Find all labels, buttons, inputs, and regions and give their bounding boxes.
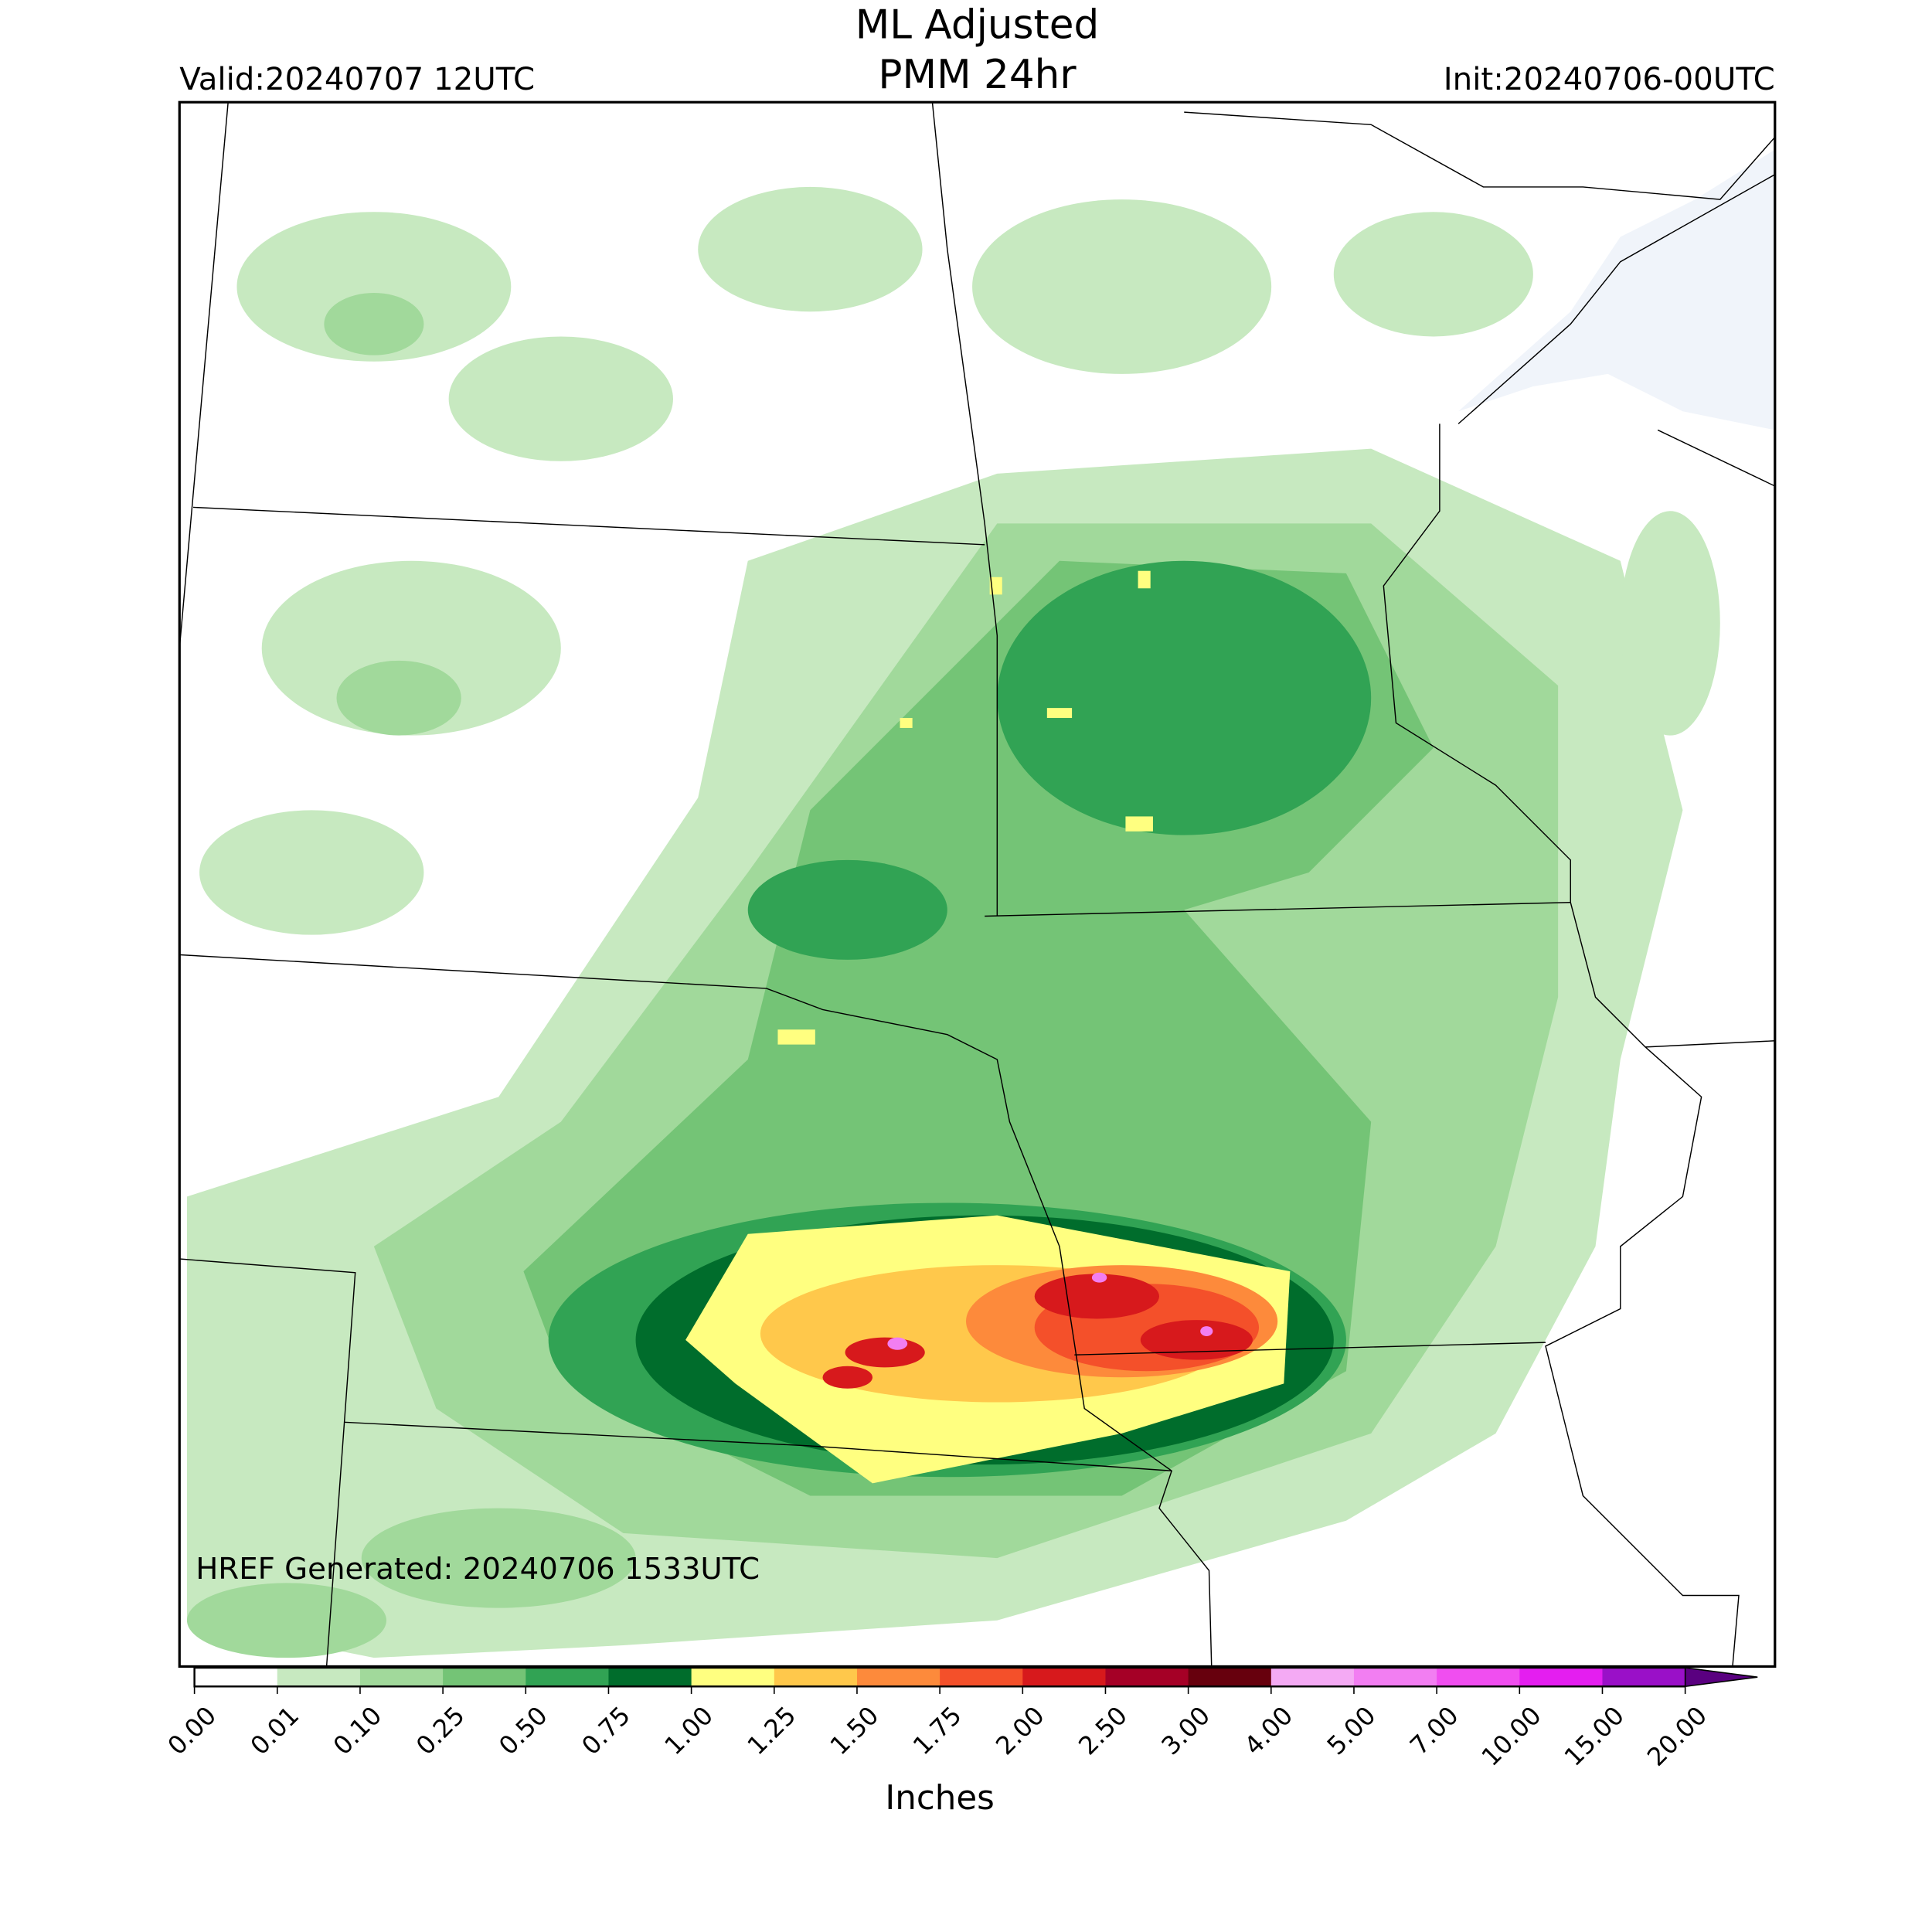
precip-spots	[887, 1272, 1213, 1350]
colorbar-tick-label: 1.50	[825, 1701, 885, 1761]
colorbar-segment	[526, 1668, 610, 1687]
colorbar-segment	[1270, 1668, 1355, 1687]
colorbar-tick-label: 0.75	[576, 1701, 636, 1761]
colorbar-segment	[1602, 1668, 1686, 1687]
colorbar-tick-label: 1.75	[907, 1701, 968, 1761]
colorbar-segment	[691, 1668, 775, 1687]
colorbar-tick-label: 7.00	[1404, 1701, 1464, 1761]
colorbar-segment	[1022, 1668, 1107, 1687]
colorbar-label: Inches	[885, 1779, 994, 1818]
colorbar-tick-label: 20.00	[1641, 1701, 1713, 1772]
colorbar-segment	[1437, 1668, 1521, 1687]
colorbar-tick-label: 10.00	[1476, 1701, 1547, 1772]
colorbar-segment	[856, 1668, 940, 1687]
precip-spots	[777, 570, 1153, 1045]
colorbar-tick-label: 5.00	[1321, 1701, 1382, 1761]
colorbar-segment	[608, 1668, 692, 1687]
colorbar-extend	[1684, 1667, 1758, 1688]
colorbar-segment	[443, 1668, 527, 1687]
colorbar-segment	[277, 1668, 361, 1687]
colorbar-segment	[1188, 1668, 1272, 1687]
colorbar-segment	[940, 1668, 1024, 1687]
colorbar: 0.00 0.01 0.10 0.25 0.50 0.75 1.00 1.25 1.50 1.75…	[162, 1666, 1758, 1772]
title: ML Adjusted	[855, 2, 1100, 48]
colorbar-tick-label: 0.00	[162, 1701, 222, 1761]
colorbar-tick-label: 4.00	[1239, 1701, 1299, 1761]
map	[179, 102, 1775, 1667]
colorbar-segment	[774, 1668, 858, 1687]
generated-note: HREF Generated: 20240706 1533UTC	[196, 1552, 760, 1587]
colorbar-tick-label: 1.25	[742, 1701, 802, 1761]
map-frame	[178, 100, 1777, 1668]
valid-time: Valid:20240707 12UTC	[179, 61, 535, 97]
colorbar-tick-label: 3.00	[1156, 1701, 1216, 1761]
colorbar-segment	[1353, 1668, 1437, 1687]
colorbar-tick-label: 2.50	[1073, 1701, 1133, 1761]
colorbar-segment	[194, 1668, 278, 1687]
state-borders	[179, 102, 1775, 1667]
precip-patches	[186, 293, 636, 1658]
colorbar-segment	[359, 1668, 444, 1687]
colorbar-tick-label: 0.01	[245, 1701, 305, 1761]
colorbar-tick-label: 0.25	[410, 1701, 471, 1761]
colorbar-tick-label: 0.10	[328, 1701, 388, 1761]
colorbar-tick-label: 15.00	[1559, 1701, 1630, 1772]
colorbar-segment	[1519, 1668, 1604, 1687]
colorbar-tick-label: 0.50	[493, 1701, 553, 1761]
colorbar-segment	[1105, 1668, 1189, 1687]
subtitle: PMM 24hr	[878, 52, 1077, 98]
precip-patches	[199, 186, 1720, 935]
colorbar-tick-label: 1.00	[659, 1701, 719, 1761]
colorbar-tick-label: 2.00	[990, 1701, 1050, 1761]
init-time: Init:20240706-00UTC	[1444, 61, 1775, 97]
